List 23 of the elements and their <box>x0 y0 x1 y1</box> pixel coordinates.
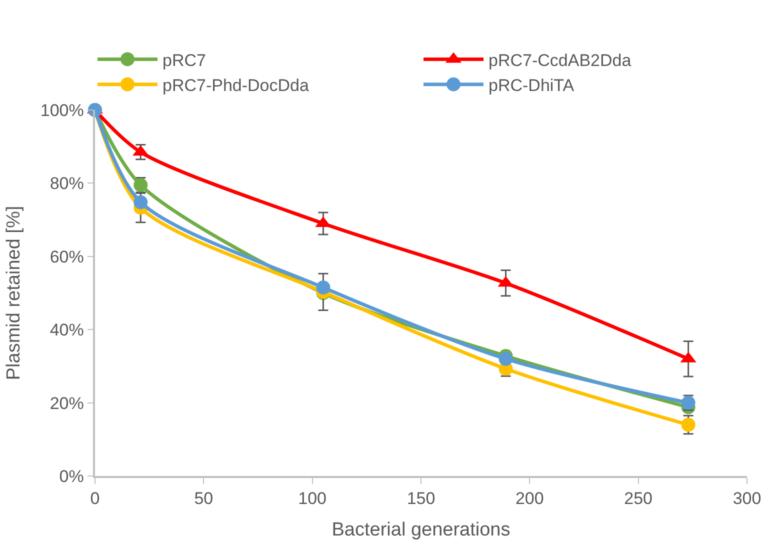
point <box>498 352 513 366</box>
y-tick-label: 60% <box>50 247 84 266</box>
x-tick-label: 0 <box>90 489 100 508</box>
legend-label: pRC7-CcdAB2Dda <box>488 50 632 70</box>
y-axis-title: Plasmid retained [%] <box>4 206 25 380</box>
x-tick-label: 50 <box>194 489 214 508</box>
y-tick-label: 40% <box>50 320 84 340</box>
x-tick-label: 150 <box>406 489 436 508</box>
legend-label: pRC7-Phd-DocDda <box>162 76 310 95</box>
y-tick-label: 80% <box>50 174 84 194</box>
legend-label: pRC7 <box>162 50 206 70</box>
point <box>134 195 148 210</box>
y-tick-label: 0% <box>59 466 84 486</box>
point <box>681 418 696 432</box>
y-tick-label: 20% <box>50 394 84 413</box>
legend-label: pRC-DhiTA <box>488 76 575 95</box>
x-axis-title: Bacterial generations <box>332 519 510 540</box>
point <box>316 280 330 295</box>
x-tick-label: 250 <box>624 489 653 508</box>
x-tick-label: 100 <box>298 489 327 508</box>
x-tick-label: 200 <box>515 489 544 508</box>
y-tick-label: 100% <box>40 100 84 120</box>
x-tick-label: 300 <box>732 489 762 508</box>
